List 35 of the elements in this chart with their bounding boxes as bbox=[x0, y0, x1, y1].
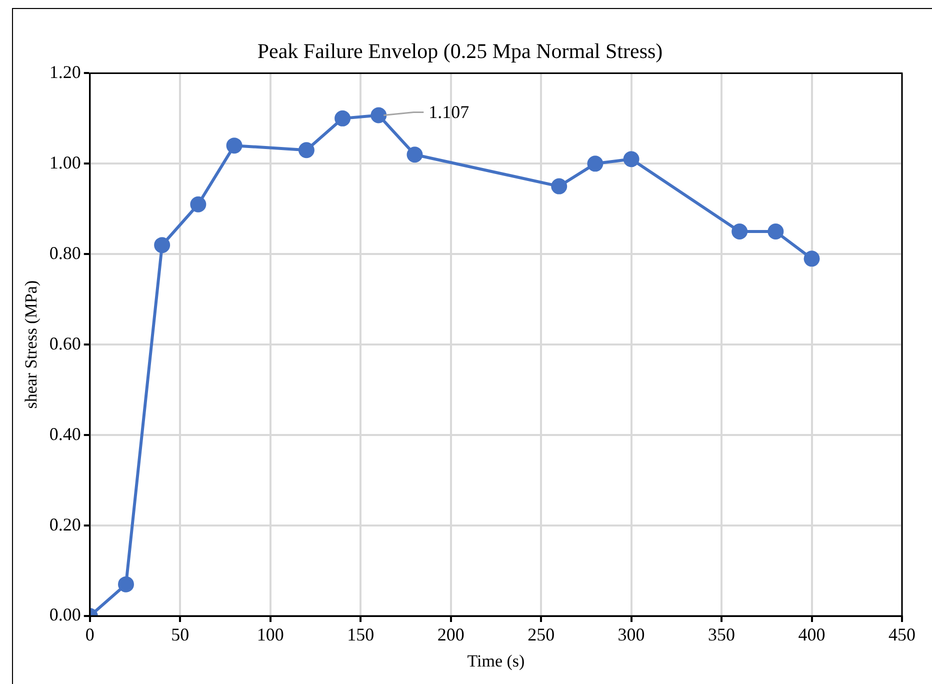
point bbox=[370, 107, 387, 124]
point bbox=[587, 156, 604, 172]
point bbox=[804, 250, 820, 267]
chart-title: Peak Failure Envelop (0.25 Mpa Normal Stress) bbox=[257, 39, 663, 64]
point bbox=[732, 224, 748, 240]
y-tick-label: 0.20 bbox=[49, 514, 81, 534]
y-tick-label: 0.60 bbox=[49, 333, 81, 354]
x-tick-label: 400 bbox=[798, 624, 826, 645]
x-tick-label: 300 bbox=[618, 624, 645, 645]
point bbox=[768, 224, 784, 240]
point bbox=[118, 576, 134, 592]
point bbox=[551, 178, 568, 194]
x-tick-label: 450 bbox=[888, 624, 916, 645]
y-axis-title: shear Stress (MPa) bbox=[22, 280, 41, 409]
y-tick-label: 1.20 bbox=[49, 62, 81, 82]
y-tick-label: 0.80 bbox=[49, 242, 81, 263]
x-tick-label: 0 bbox=[85, 624, 94, 645]
point bbox=[406, 146, 423, 163]
point bbox=[298, 142, 314, 158]
point bbox=[190, 196, 206, 212]
point bbox=[623, 151, 640, 168]
x-tick-label: 150 bbox=[347, 624, 374, 645]
x-tick-label: 250 bbox=[528, 624, 555, 645]
point bbox=[154, 237, 170, 254]
point bbox=[334, 110, 351, 126]
point bbox=[226, 138, 242, 154]
y-tick-label: 1.00 bbox=[49, 152, 81, 172]
y-tick-label: 0.40 bbox=[49, 424, 81, 444]
annotation: 1.107 bbox=[428, 102, 470, 122]
x-tick-label: 50 bbox=[171, 624, 190, 645]
y-tick-label: 0.00 bbox=[49, 604, 81, 625]
x-tick-label: 100 bbox=[256, 624, 284, 645]
x-axis-title: Time (s) bbox=[467, 651, 525, 670]
x-tick-label: 350 bbox=[708, 624, 736, 645]
x-tick-label: 200 bbox=[437, 624, 464, 645]
